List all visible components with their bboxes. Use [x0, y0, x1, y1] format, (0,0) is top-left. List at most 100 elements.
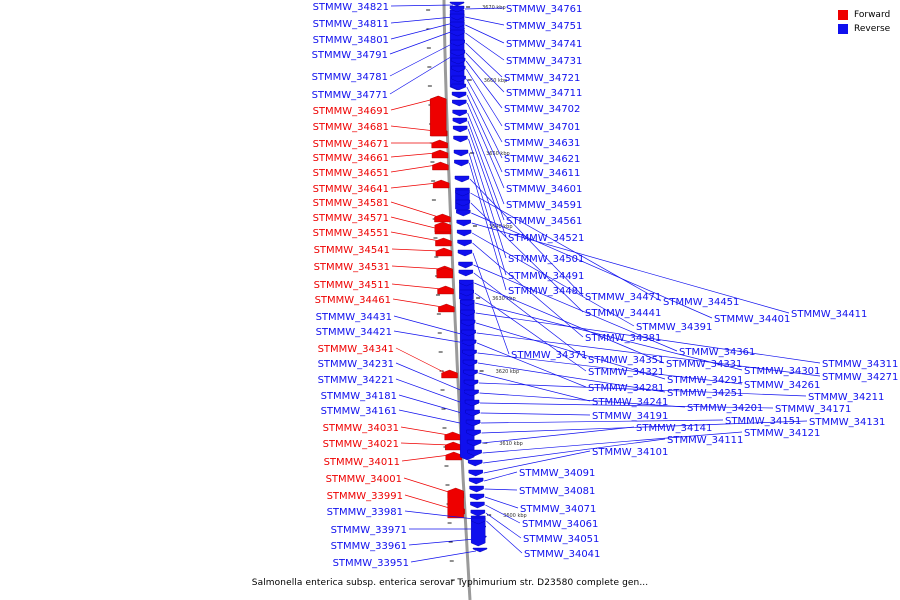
gene-label: STMMW_34451 — [663, 297, 739, 308]
gene-feature-reverse — [471, 517, 486, 525]
gene-label: STMMW_34691 — [313, 106, 389, 117]
leader-line — [466, 86, 503, 159]
map-caption: Salmonella enterica subsp. enterica sero… — [251, 578, 649, 588]
gene-label: STMMW_34771 — [312, 90, 388, 101]
leader-line — [393, 315, 465, 336]
gene-label: STMMW_34401 — [714, 314, 790, 325]
gene-feature-forward — [431, 149, 449, 159]
scale-label: 3630 kbp — [492, 296, 516, 302]
leader-line — [484, 471, 518, 482]
leader-line — [390, 98, 435, 111]
leader-line — [476, 342, 587, 388]
leader-line — [483, 450, 591, 474]
gene-label: STMMW_34621 — [504, 154, 580, 165]
gene-feature-reverse — [465, 419, 481, 427]
gene-label: STMMW_34781 — [312, 72, 388, 83]
gene-label: STMMW_34331 — [666, 359, 742, 370]
leader-line — [395, 362, 468, 394]
gene-label: STMMW_34791 — [312, 50, 388, 61]
gene-label: STMMW_34011 — [324, 457, 400, 468]
gene-label: STMMW_34241 — [592, 397, 668, 408]
scale-label: 3600 kbp — [503, 513, 527, 519]
gene-label: STMMW_34551 — [313, 228, 389, 239]
leader-line — [476, 332, 821, 377]
gene-feature-reverse — [450, 39, 465, 47]
gene-label: STMMW_34581 — [313, 198, 389, 209]
legend-forward: Forward — [838, 8, 890, 22]
leader-line — [389, 42, 454, 77]
gene-label: STMMW_34391 — [636, 322, 712, 333]
leader-line — [390, 164, 437, 173]
leader-line — [465, 24, 505, 44]
leader-line — [391, 283, 442, 290]
gene-feature-forward — [436, 267, 453, 279]
gene-label: STMMW_34591 — [506, 200, 582, 211]
gene-label: STMMW_34741 — [506, 39, 582, 50]
gene-feature-reverse — [459, 289, 474, 297]
gene-feature-reverse — [465, 409, 480, 417]
leader-line — [465, 7, 505, 10]
leader-line — [480, 412, 591, 416]
leader-line — [475, 312, 821, 364]
gene-feature-reverse — [468, 477, 484, 485]
gene-label: STMMW_34181 — [321, 391, 397, 402]
gene-label: STMMW_34661 — [313, 153, 389, 164]
scale-label: 3610 kbp — [499, 441, 523, 447]
gene-label: STMMW_34471 — [585, 292, 661, 303]
gene-feature-reverse — [470, 501, 485, 509]
gene-feature-reverse — [452, 99, 467, 107]
gene-label: STMMW_34701 — [504, 122, 580, 133]
leader-line — [466, 94, 503, 173]
gene-feature-reverse — [464, 399, 480, 407]
gene-label: STMMW_34461 — [315, 295, 391, 306]
gene-feature-reverse — [469, 485, 484, 493]
gene-label: STMMW_34731 — [506, 56, 582, 67]
leader-line — [390, 152, 437, 158]
leader-line — [484, 488, 518, 491]
gene-label: STMMW_34211 — [808, 392, 884, 403]
leader-line — [473, 264, 678, 352]
scale-label: 3620 kbp — [496, 369, 520, 375]
gene-label: STMMW_34441 — [585, 308, 661, 319]
gene-label: STMMW_34291 — [667, 375, 743, 386]
gene-label: STMMW_34371 — [511, 350, 587, 361]
leader-line — [481, 419, 724, 424]
leader-line — [478, 372, 591, 402]
gene-feature-reverse — [460, 319, 476, 327]
gene-feature-forward — [434, 221, 451, 233]
gene-feature-reverse — [467, 449, 482, 457]
gene-label: STMMW_34561 — [506, 216, 582, 227]
gene-feature-reverse — [456, 219, 471, 227]
legend-reverse: Reverse — [838, 22, 890, 36]
leader-line — [469, 178, 584, 297]
gene-label: STMMW_34611 — [504, 168, 580, 179]
gene-label: STMMW_34801 — [313, 35, 389, 46]
gene-feature-forward — [435, 237, 452, 247]
leader-line — [471, 212, 713, 319]
gene-feature-reverse — [463, 369, 478, 377]
gene-label: STMMW_34711 — [506, 88, 582, 99]
forward-swatch — [838, 10, 848, 20]
leader-line — [467, 120, 505, 221]
gene-label: STMMW_34721 — [504, 73, 580, 84]
leader-line — [466, 78, 503, 143]
legend: Forward Reverse — [838, 8, 890, 36]
leader-line — [393, 330, 466, 344]
gene-feature-reverse — [471, 515, 486, 547]
leader-line — [479, 392, 686, 408]
leader-line — [390, 182, 438, 189]
leader-line — [389, 30, 454, 55]
scale-label: 3660 kbp — [484, 78, 508, 84]
gene-label: STMMW_34231 — [318, 359, 394, 370]
leader-line — [468, 138, 507, 259]
gene-feature-reverse — [452, 125, 468, 133]
gene-feature-reverse — [451, 75, 466, 83]
leader-line — [390, 201, 439, 218]
gene-label: STMMW_33961 — [331, 541, 407, 552]
leader-line — [484, 496, 519, 509]
gene-feature-reverse — [451, 91, 467, 99]
leader-line — [467, 128, 507, 238]
leader-line — [474, 282, 665, 364]
gene-label: STMMW_34631 — [504, 138, 580, 149]
gene-feature-reverse — [449, 13, 465, 21]
